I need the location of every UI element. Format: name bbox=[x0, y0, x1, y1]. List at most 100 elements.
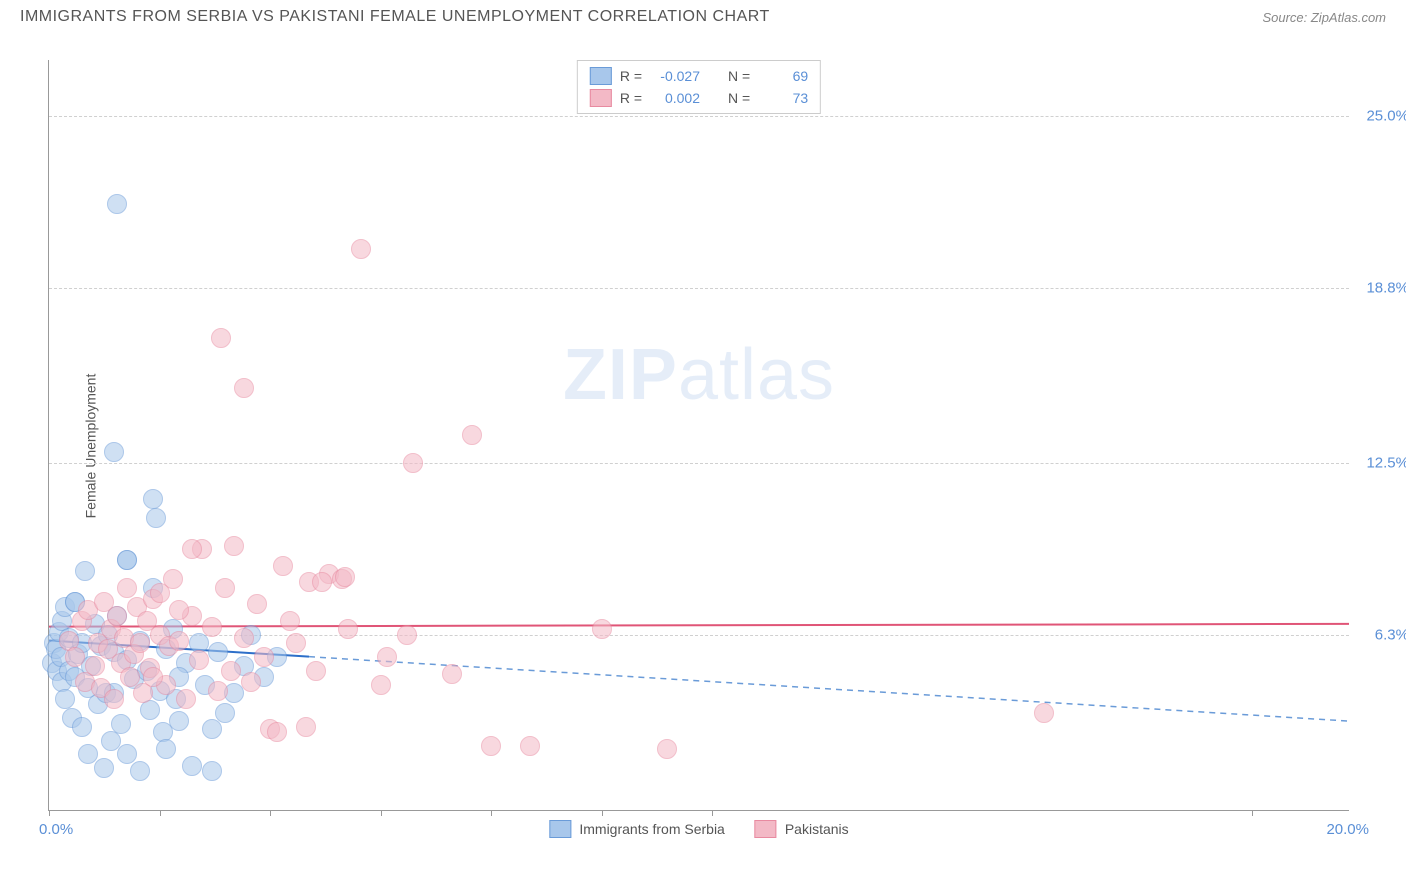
scatter-point-serbia bbox=[117, 744, 137, 764]
r-value: -0.027 bbox=[650, 68, 700, 84]
watermark-zip: ZIP bbox=[563, 335, 678, 415]
scatter-point-pakistani bbox=[273, 556, 293, 576]
scatter-point-pakistani bbox=[202, 617, 222, 637]
scatter-point-pakistani bbox=[224, 536, 244, 556]
legend-item: Pakistanis bbox=[755, 820, 849, 838]
chart-title: IMMIGRANTS FROM SERBIA VS PAKISTANI FEMA… bbox=[20, 8, 770, 26]
watermark-atlas: atlas bbox=[678, 335, 835, 415]
scatter-point-serbia bbox=[146, 508, 166, 528]
legend-swatch bbox=[549, 820, 571, 838]
scatter-point-pakistani bbox=[120, 667, 140, 687]
scatter-point-pakistani bbox=[104, 689, 124, 709]
scatter-point-serbia bbox=[72, 717, 92, 737]
scatter-point-serbia bbox=[111, 714, 131, 734]
scatter-point-pakistani bbox=[1034, 703, 1054, 723]
n-value: 69 bbox=[758, 68, 808, 84]
scatter-point-pakistani bbox=[130, 633, 150, 653]
legend-swatch-serbia bbox=[590, 67, 612, 85]
x-tick bbox=[160, 810, 161, 816]
scatter-point-pakistani bbox=[234, 378, 254, 398]
scatter-point-pakistani bbox=[338, 619, 358, 639]
scatter-point-pakistani bbox=[351, 239, 371, 259]
scatter-point-serbia bbox=[130, 761, 150, 781]
scatter-point-pakistani bbox=[377, 647, 397, 667]
scatter-point-pakistani bbox=[254, 647, 274, 667]
scatter-point-serbia bbox=[215, 703, 235, 723]
watermark: ZIPatlas bbox=[563, 334, 835, 416]
scatter-point-pakistani bbox=[371, 675, 391, 695]
y-tick-label: 12.5% bbox=[1366, 454, 1406, 471]
chart-plot-area: ZIPatlas R = -0.027 N = 69 R = 0.002 N = 73 0.0… bbox=[48, 60, 1349, 811]
x-axis-max-label: 20.0% bbox=[1326, 821, 1369, 838]
scatter-point-pakistani bbox=[462, 425, 482, 445]
x-tick bbox=[602, 810, 603, 816]
r-value: 0.002 bbox=[650, 90, 700, 106]
scatter-point-serbia bbox=[143, 489, 163, 509]
r-label: R = bbox=[620, 68, 642, 84]
scatter-point-pakistani bbox=[169, 600, 189, 620]
scatter-point-pakistani bbox=[208, 681, 228, 701]
n-value: 73 bbox=[758, 90, 808, 106]
source-credit: Source: ZipAtlas.com bbox=[1262, 10, 1386, 25]
gridline bbox=[49, 288, 1349, 289]
scatter-point-serbia bbox=[117, 550, 137, 570]
scatter-point-pakistani bbox=[312, 572, 332, 592]
scatter-point-pakistani bbox=[182, 539, 202, 559]
scatter-point-pakistani bbox=[234, 628, 254, 648]
scatter-point-pakistani bbox=[520, 736, 540, 756]
scatter-point-pakistani bbox=[657, 739, 677, 759]
legend-row-serbia: R = -0.027 N = 69 bbox=[590, 65, 808, 87]
scatter-point-serbia bbox=[208, 642, 228, 662]
scatter-point-pakistani bbox=[215, 578, 235, 598]
scatter-point-serbia bbox=[182, 756, 202, 776]
scatter-point-pakistani bbox=[335, 567, 355, 587]
r-label: R = bbox=[620, 90, 642, 106]
legend-label: Pakistanis bbox=[785, 821, 849, 837]
scatter-point-pakistani bbox=[85, 656, 105, 676]
scatter-point-serbia bbox=[104, 442, 124, 462]
scatter-point-pakistani bbox=[150, 583, 170, 603]
n-label: N = bbox=[728, 90, 750, 106]
legend-label: Immigrants from Serbia bbox=[579, 821, 724, 837]
scatter-point-serbia bbox=[94, 758, 114, 778]
gridline bbox=[49, 116, 1349, 117]
x-axis-min-label: 0.0% bbox=[39, 821, 73, 838]
scatter-point-pakistani bbox=[169, 631, 189, 651]
scatter-point-pakistani bbox=[397, 625, 417, 645]
scatter-point-serbia bbox=[202, 719, 222, 739]
scatter-point-serbia bbox=[169, 711, 189, 731]
scatter-point-pakistani bbox=[286, 633, 306, 653]
scatter-point-pakistani bbox=[117, 578, 137, 598]
gridline bbox=[49, 463, 1349, 464]
n-label: N = bbox=[728, 68, 750, 84]
scatter-point-pakistani bbox=[107, 606, 127, 626]
trend-dash-serbia bbox=[309, 657, 1349, 721]
x-tick bbox=[712, 810, 713, 816]
scatter-point-pakistani bbox=[592, 619, 612, 639]
scatter-point-pakistani bbox=[306, 661, 326, 681]
x-tick bbox=[49, 810, 50, 816]
scatter-point-serbia bbox=[75, 561, 95, 581]
scatter-point-pakistani bbox=[221, 661, 241, 681]
x-tick bbox=[270, 810, 271, 816]
legend-item: Immigrants from Serbia bbox=[549, 820, 724, 838]
y-tick-label: 18.8% bbox=[1366, 279, 1406, 296]
y-tick-label: 25.0% bbox=[1366, 107, 1406, 124]
legend-swatch bbox=[755, 820, 777, 838]
scatter-point-serbia bbox=[107, 194, 127, 214]
scatter-point-serbia bbox=[78, 744, 98, 764]
x-tick bbox=[1252, 810, 1253, 816]
scatter-point-pakistani bbox=[280, 611, 300, 631]
trend-lines bbox=[49, 60, 1349, 810]
x-tick bbox=[381, 810, 382, 816]
scatter-point-pakistani bbox=[296, 717, 316, 737]
scatter-point-pakistani bbox=[442, 664, 462, 684]
correlation-legend: R = -0.027 N = 69 R = 0.002 N = 73 bbox=[577, 60, 821, 114]
scatter-point-pakistani bbox=[143, 667, 163, 687]
series-legend: Immigrants from Serbia Pakistanis bbox=[549, 820, 848, 838]
legend-swatch-pakistani bbox=[590, 89, 612, 107]
scatter-point-serbia bbox=[202, 761, 222, 781]
scatter-point-serbia bbox=[156, 739, 176, 759]
y-tick-label: 6.3% bbox=[1375, 627, 1406, 644]
x-tick bbox=[491, 810, 492, 816]
